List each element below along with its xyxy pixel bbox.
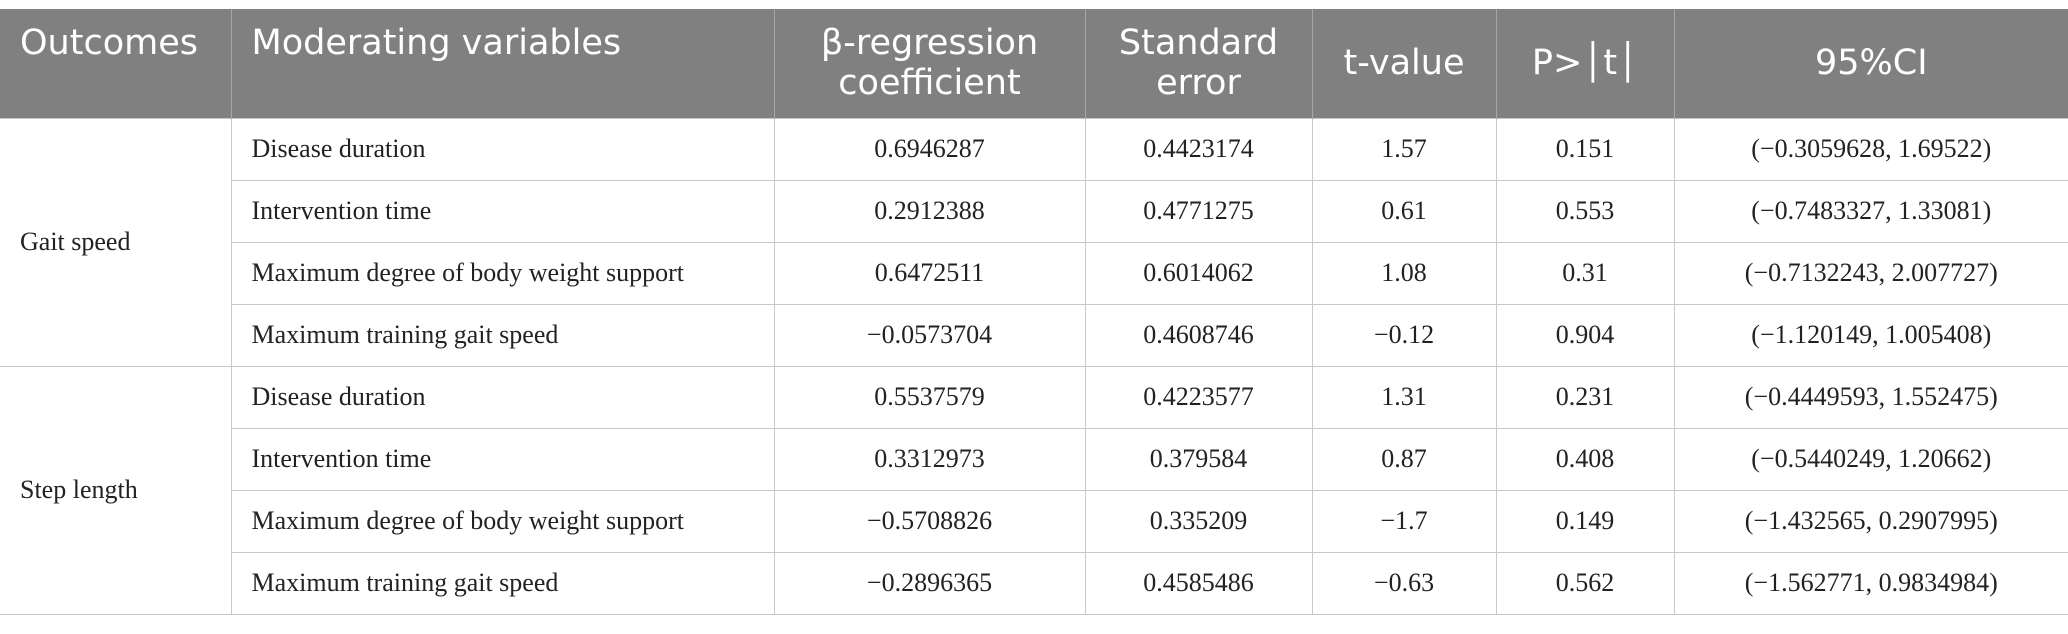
value-cell: 0.4423174 <box>1084 117 1313 181</box>
value-cell: 0.4771275 <box>1084 179 1313 243</box>
value-cell: 0.31 <box>1495 241 1675 305</box>
variable-cell: Disease duration <box>230 365 775 429</box>
table-row: Maximum degree of body weight support −0.… <box>0 489 2068 553</box>
value-cell: (−0.3059628, 1.69522) <box>1673 117 2068 181</box>
table-row: Step length Disease duration 0.5537579 0.42… <box>0 365 2068 615</box>
outcome-cell: Step length <box>0 365 232 615</box>
value-cell: (−0.7483327, 1.33081) <box>1673 179 2068 243</box>
results-table: Outcomes Moderating variables β-regression… <box>0 9 2068 615</box>
header-cell: Moderating variables <box>230 9 774 118</box>
header-cell: β-regression coefficient <box>773 9 1085 118</box>
value-cell: (−0.7132243, 2.007727) <box>1673 241 2068 305</box>
value-cell: 0.562 <box>1495 551 1675 615</box>
value-cell: 0.379584 <box>1084 427 1313 491</box>
value-cell: 0.5537579 <box>773 365 1086 429</box>
header-cell: Standard error <box>1084 9 1312 118</box>
variable-cell: Intervention time <box>230 427 775 491</box>
variable-cell: Maximum degree of body weight support <box>230 489 775 553</box>
value-cell: 0.4223577 <box>1084 365 1313 429</box>
value-cell: 1.31 <box>1311 365 1497 429</box>
value-cell: 0.3312973 <box>773 427 1086 491</box>
value-cell: 0.904 <box>1495 303 1675 367</box>
header-cell: Outcomes <box>0 9 231 118</box>
value-cell: 1.57 <box>1311 117 1497 181</box>
value-cell: 1.08 <box>1311 241 1497 305</box>
table-row: Maximum training gait speed −0.2896365 0.4… <box>0 551 2068 615</box>
value-cell: −0.0573704 <box>773 303 1086 367</box>
variable-cell: Maximum degree of body weight support <box>230 241 775 305</box>
value-cell: (−1.432565, 0.2907995) <box>1673 489 2068 553</box>
table-row: Intervention time 0.3312973 0.379584 0.87 0.… <box>0 427 2068 491</box>
value-cell: −0.63 <box>1311 551 1497 615</box>
value-cell: (−1.562771, 0.9834984) <box>1673 551 2068 615</box>
value-cell: 0.6014062 <box>1084 241 1313 305</box>
value-cell: 0.4585486 <box>1084 551 1313 615</box>
value-cell: 0.2912388 <box>773 179 1086 243</box>
header-cell: 95%CI <box>1673 9 2068 118</box>
header-cell: P>│t│ <box>1495 9 1674 118</box>
variable-cell: Intervention time <box>230 179 775 243</box>
value-cell: 0.553 <box>1495 179 1675 243</box>
header-row: Outcomes Moderating variables β-regression… <box>0 9 2068 118</box>
value-cell: (−0.4449593, 1.552475) <box>1673 365 2068 429</box>
value-cell: 0.149 <box>1495 489 1675 553</box>
value-cell: −0.2896365 <box>773 551 1086 615</box>
value-cell: −1.7 <box>1311 489 1497 553</box>
table-wrap: Outcomes Moderating variables β-regression… <box>0 9 2068 615</box>
value-cell: 0.231 <box>1495 365 1675 429</box>
variable-cell: Disease duration <box>230 117 775 181</box>
table-row: Gait speed Disease duration 0.6946287 0.442… <box>0 117 2068 367</box>
value-cell: −0.12 <box>1311 303 1497 367</box>
value-cell: 0.6472511 <box>773 241 1086 305</box>
value-cell: 0.335209 <box>1084 489 1313 553</box>
value-cell: 0.6946287 <box>773 117 1086 181</box>
variable-cell: Maximum training gait speed <box>230 303 775 367</box>
table-row: Intervention time 0.2912388 0.4771275 0.61 0… <box>0 179 2068 243</box>
variable-cell: Maximum training gait speed <box>230 551 775 615</box>
value-cell: 0.151 <box>1495 117 1675 181</box>
table-row: Maximum degree of body weight support 0.6… <box>0 241 2068 305</box>
outcome-cell: Gait speed <box>0 117 232 367</box>
value-cell: (−1.120149, 1.005408) <box>1673 303 2068 367</box>
value-cell: 0.408 <box>1495 427 1675 491</box>
value-cell: 0.4608746 <box>1084 303 1313 367</box>
table-row: Maximum training gait speed −0.0573704 0.4… <box>0 303 2068 367</box>
value-cell: 0.87 <box>1311 427 1497 491</box>
value-cell: (−0.5440249, 1.20662) <box>1673 427 2068 491</box>
header-cell: t-value <box>1311 9 1496 118</box>
value-cell: 0.61 <box>1311 179 1497 243</box>
value-cell: −0.5708826 <box>773 489 1086 553</box>
